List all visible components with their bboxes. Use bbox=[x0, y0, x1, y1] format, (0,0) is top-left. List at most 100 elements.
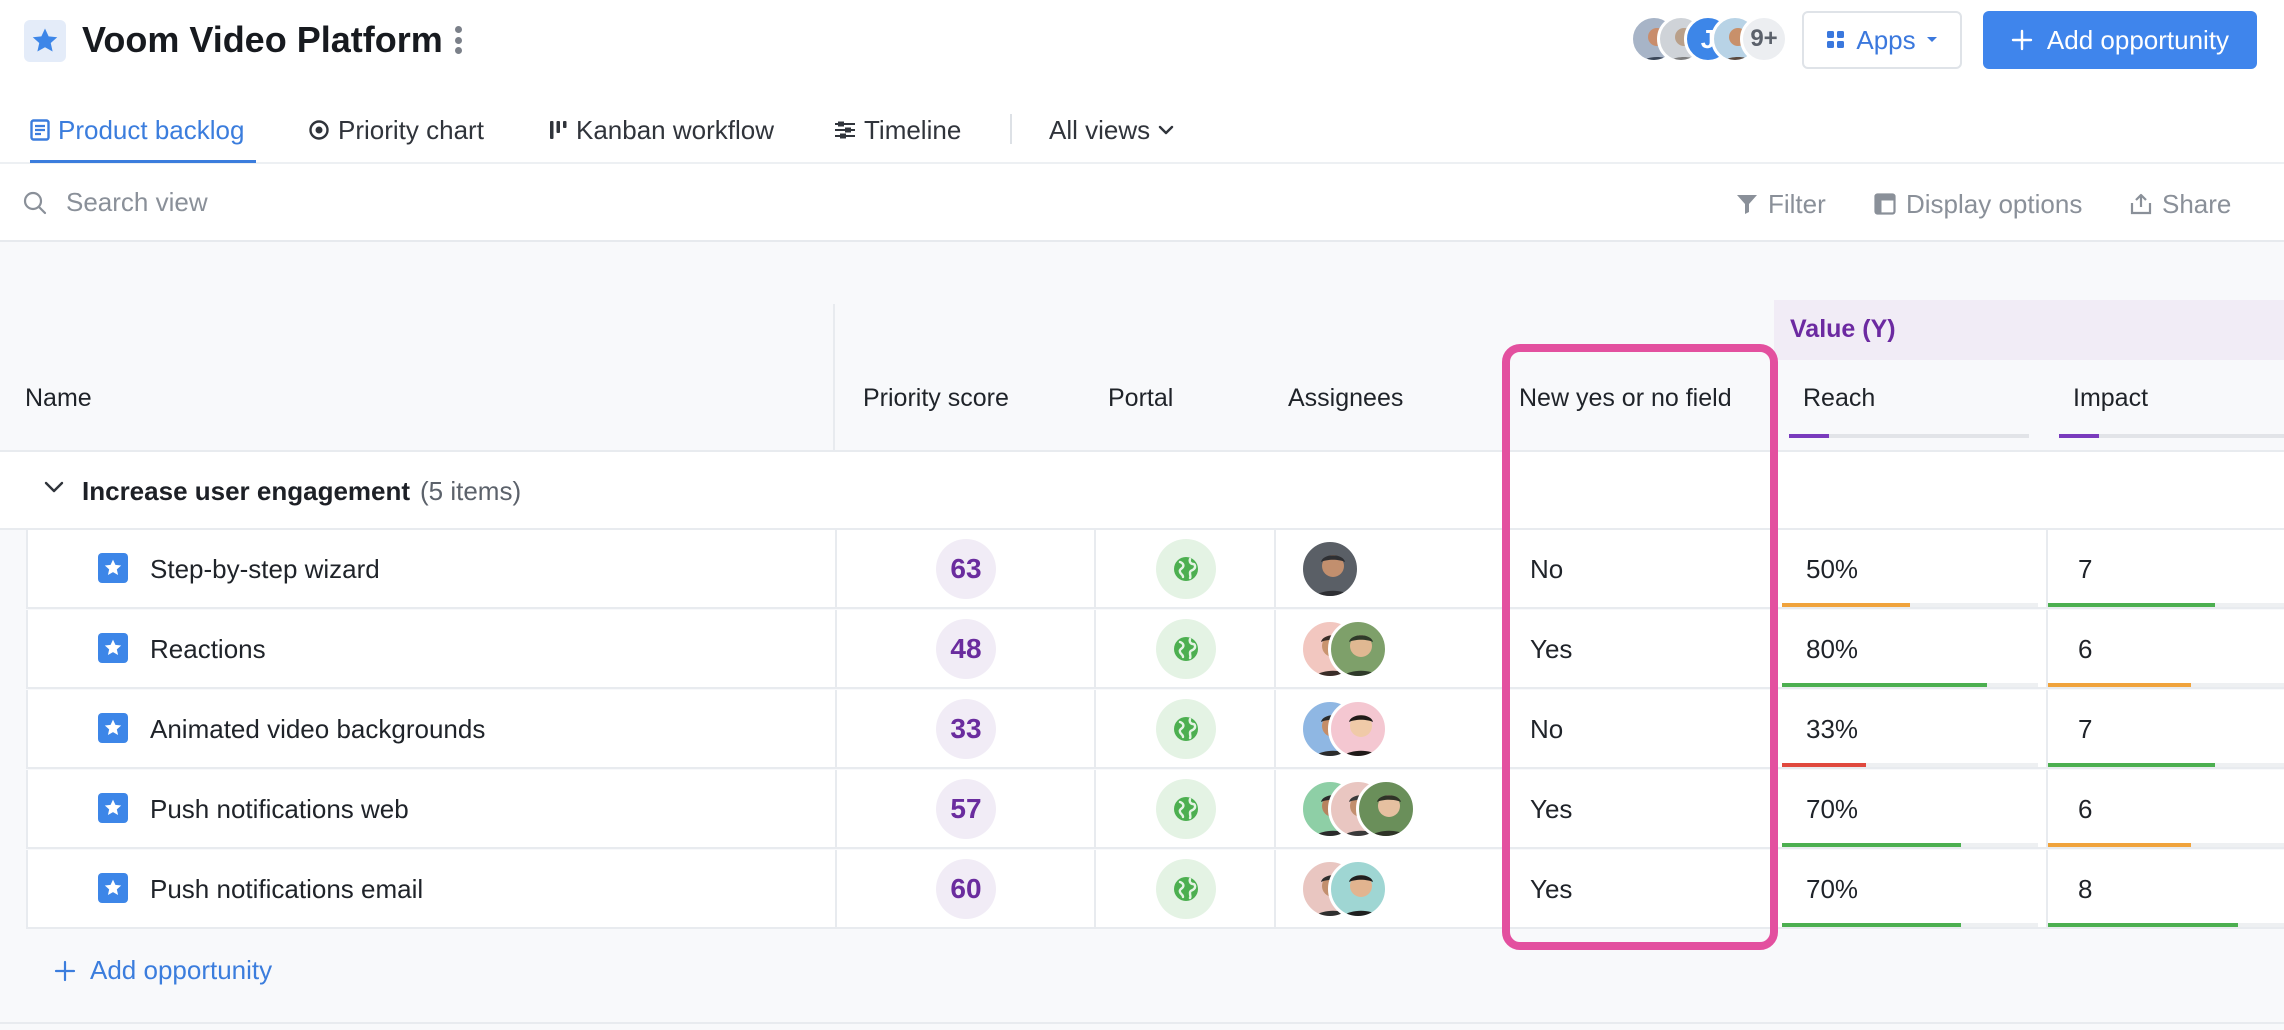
column-header-portal[interactable]: Portal bbox=[1108, 384, 1174, 412]
opportunity-star-icon bbox=[98, 713, 128, 743]
yes-no-value[interactable]: No bbox=[1530, 554, 1564, 584]
yes-no-value[interactable]: No bbox=[1530, 714, 1564, 744]
group-title: Increase user engagement bbox=[82, 476, 411, 506]
all-views-label: All views bbox=[1049, 114, 1151, 145]
display-options-button[interactable]: Display options bbox=[1874, 184, 2082, 224]
impact-progress-bar bbox=[2048, 603, 2284, 607]
impact-value[interactable]: 8 bbox=[2078, 874, 2093, 904]
filter-button[interactable]: Filter bbox=[1736, 184, 1826, 224]
apps-button[interactable]: Apps bbox=[1802, 11, 1962, 69]
tab-label: Priority chart bbox=[338, 114, 484, 145]
opportunity-name[interactable]: Push notifications web bbox=[150, 794, 409, 824]
tab-priority-chart[interactable]: Priority chart bbox=[308, 110, 484, 150]
column-header-yes-no[interactable]: New yes or no field bbox=[1519, 384, 1732, 412]
filter-label: Filter bbox=[1768, 188, 1826, 219]
impact-value[interactable]: 6 bbox=[2078, 794, 2093, 824]
reach-value[interactable]: 33% bbox=[1806, 714, 1859, 744]
yes-no-value[interactable]: Yes bbox=[1530, 874, 1573, 904]
column-divider bbox=[1274, 850, 1276, 929]
tab-kanban-workflow[interactable]: Kanban workflow bbox=[548, 110, 774, 150]
value-group-label[interactable]: Value (Y) bbox=[1790, 315, 1896, 343]
portal-globe-icon[interactable] bbox=[1156, 539, 1216, 599]
tab-product-backlog[interactable]: Product backlog bbox=[30, 110, 244, 150]
tab-timeline[interactable]: Timeline bbox=[834, 110, 961, 150]
assignees-cell[interactable] bbox=[1300, 619, 1440, 679]
assignee-avatar[interactable] bbox=[1300, 539, 1360, 599]
column-divider bbox=[1094, 850, 1096, 929]
tab-label: Product backlog bbox=[58, 114, 245, 145]
add-opportunity-row-button[interactable]: Add opportunity bbox=[54, 955, 272, 986]
filter-icon bbox=[1737, 195, 1757, 214]
column-divider bbox=[1274, 530, 1276, 609]
apps-grid-icon bbox=[1827, 31, 1845, 48]
column-divider bbox=[1094, 770, 1096, 849]
chevron-down-icon[interactable] bbox=[44, 480, 64, 494]
column-header-priority-score[interactable]: Priority score bbox=[863, 384, 1009, 412]
team-avatars[interactable]: J 9+ bbox=[1630, 15, 1788, 63]
assignee-avatar[interactable] bbox=[1328, 619, 1388, 679]
portal-globe-icon[interactable] bbox=[1156, 779, 1216, 839]
column-header-name[interactable]: Name bbox=[25, 384, 92, 412]
portal-globe-icon[interactable] bbox=[1156, 699, 1216, 759]
opportunity-name[interactable]: Step-by-step wizard bbox=[150, 554, 380, 584]
opportunity-name[interactable]: Push notifications email bbox=[150, 874, 424, 904]
tab-label: Kanban workflow bbox=[576, 114, 774, 145]
column-divider bbox=[1274, 770, 1276, 849]
plus-icon bbox=[2011, 29, 2033, 51]
assignees-cell[interactable] bbox=[1300, 859, 1440, 919]
team-overflow-badge[interactable]: 9+ bbox=[1740, 15, 1788, 63]
opportunity-name[interactable]: Animated video backgrounds bbox=[150, 714, 486, 744]
column-divider bbox=[2046, 690, 2048, 769]
assignees-cell[interactable] bbox=[1300, 699, 1440, 759]
reach-value[interactable]: 80% bbox=[1806, 634, 1859, 664]
column-header-assignees[interactable]: Assignees bbox=[1288, 384, 1404, 412]
reach-weight-bar bbox=[1789, 434, 2029, 438]
add-opportunity-button[interactable]: Add opportunity bbox=[1983, 11, 2257, 69]
column-header-impact[interactable]: Impact bbox=[2073, 384, 2149, 412]
add-opportunity-label: Add opportunity bbox=[2046, 24, 2230, 55]
priority-score-badge: 60 bbox=[936, 859, 996, 919]
yes-no-value[interactable]: Yes bbox=[1530, 634, 1573, 664]
all-views-dropdown[interactable]: All views bbox=[1049, 110, 1174, 150]
project-star-icon[interactable] bbox=[24, 20, 66, 62]
table-row[interactable]: Step-by-step wizard 63 No 50% 7 bbox=[26, 530, 2284, 609]
search-input[interactable] bbox=[66, 182, 566, 222]
column-divider bbox=[833, 304, 835, 450]
impact-progress-bar bbox=[2048, 923, 2284, 927]
assignee-avatar[interactable] bbox=[1356, 779, 1416, 839]
impact-value[interactable]: 7 bbox=[2078, 714, 2093, 744]
reach-value[interactable]: 70% bbox=[1806, 794, 1859, 824]
impact-weight-bar bbox=[2059, 434, 2284, 438]
table-row[interactable]: Animated video backgrounds 33 No 33% 7 bbox=[26, 690, 2284, 769]
assignees-cell[interactable] bbox=[1300, 539, 1440, 599]
share-icon bbox=[2130, 193, 2152, 215]
group-row[interactable]: Increase user engagement (5 items) bbox=[0, 452, 2284, 530]
assignee-avatar[interactable] bbox=[1328, 699, 1388, 759]
search-icon bbox=[23, 191, 47, 215]
table-row[interactable]: Push notifications email 60 Yes 70% 8 bbox=[26, 850, 2284, 929]
priority-score-badge: 33 bbox=[936, 699, 996, 759]
list-icon bbox=[30, 119, 50, 141]
more-options-icon[interactable] bbox=[448, 22, 468, 58]
impact-value[interactable]: 6 bbox=[2078, 634, 2093, 664]
reach-value[interactable]: 70% bbox=[1806, 874, 1859, 904]
yes-no-value[interactable]: Yes bbox=[1530, 794, 1573, 824]
opportunity-name[interactable]: Reactions bbox=[150, 634, 266, 664]
column-divider bbox=[1274, 610, 1276, 689]
column-header-reach[interactable]: Reach bbox=[1803, 384, 1876, 412]
chevron-down-icon bbox=[1158, 125, 1174, 135]
column-divider bbox=[835, 690, 837, 769]
assignees-cell[interactable] bbox=[1300, 779, 1440, 839]
reach-value[interactable]: 50% bbox=[1806, 554, 1859, 584]
assignee-avatar[interactable] bbox=[1328, 859, 1388, 919]
add-opportunity-label: Add opportunity bbox=[90, 955, 273, 985]
share-button[interactable]: Share bbox=[2130, 184, 2231, 224]
table-row[interactable]: Reactions 48 Yes 80% 6 bbox=[26, 610, 2284, 689]
impact-value[interactable]: 7 bbox=[2078, 554, 2093, 584]
table-row[interactable]: Push notifications web 57 Yes 70% 6 bbox=[26, 770, 2284, 849]
portal-globe-icon[interactable] bbox=[1156, 619, 1216, 679]
impact-progress-bar bbox=[2048, 763, 2284, 767]
apps-label: Apps bbox=[1856, 24, 1916, 55]
portal-globe-icon[interactable] bbox=[1156, 859, 1216, 919]
target-icon bbox=[309, 120, 329, 140]
